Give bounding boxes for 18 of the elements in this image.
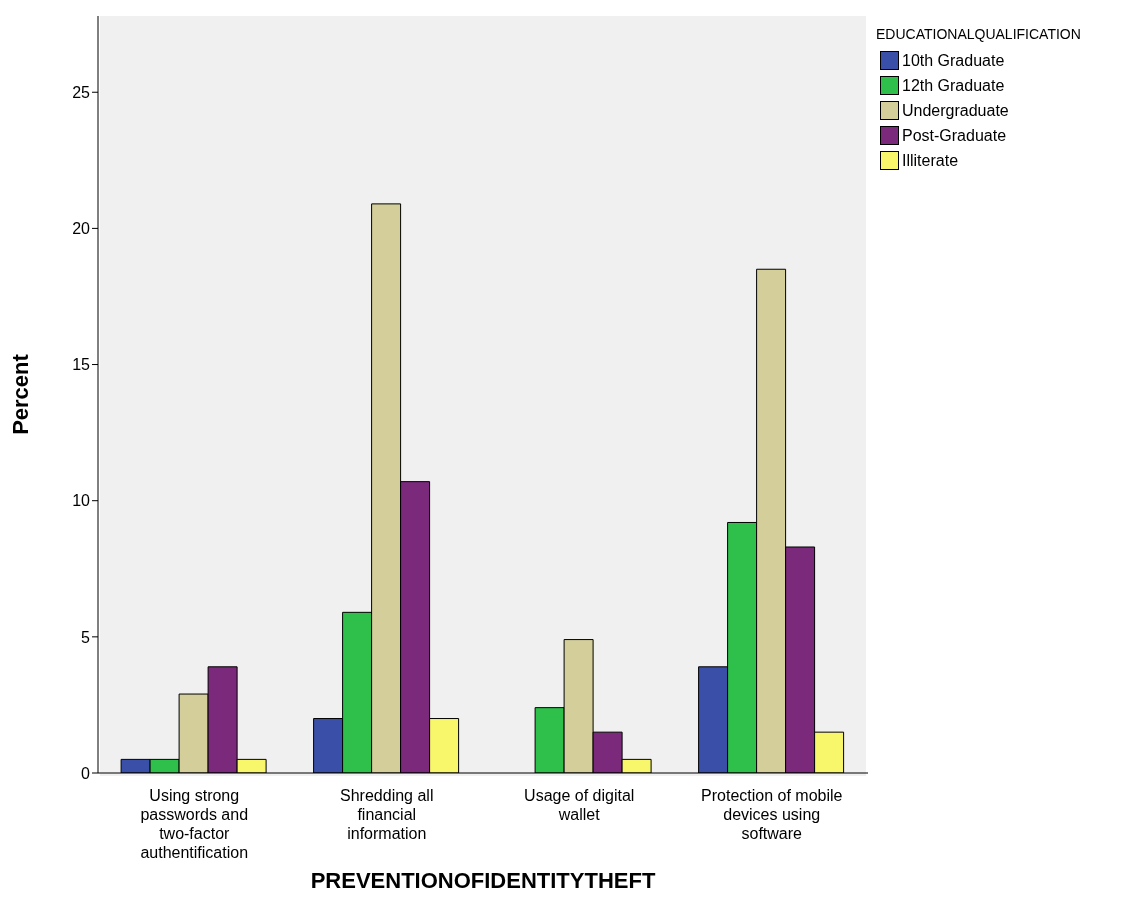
y-tick-label: 0 bbox=[81, 764, 91, 782]
legend-label: 12th Graduate bbox=[902, 76, 1005, 95]
x-tick-label: Shredding all financial information bbox=[340, 787, 434, 842]
y-tick-label: 25 bbox=[72, 83, 91, 101]
legend-label: Illiterate bbox=[902, 151, 959, 170]
legend-title: EDUCATIONALQUALIFICATION bbox=[876, 26, 1081, 42]
x-tick-label: Usage of digital wallet bbox=[524, 787, 635, 823]
x-axis-title: PREVENTIONOFIDENTITYTHEFT bbox=[310, 868, 656, 893]
x-tick-label: Using strong passwords and two-factor authentification bbox=[140, 787, 249, 861]
y-tick-label: 5 bbox=[81, 628, 91, 646]
legend-label: Undergraduate bbox=[902, 101, 1009, 120]
y-tick-label: 15 bbox=[72, 356, 91, 374]
legend-label: 10th Graduate bbox=[902, 51, 1005, 70]
y-tick-label: 10 bbox=[72, 492, 91, 510]
legend-label: Post-Graduate bbox=[902, 126, 1007, 145]
x-tick-label: Protection of mobile devices using software bbox=[701, 787, 843, 842]
y-tick-label: 20 bbox=[72, 220, 91, 238]
y-axis-title: Percent bbox=[7, 353, 33, 435]
